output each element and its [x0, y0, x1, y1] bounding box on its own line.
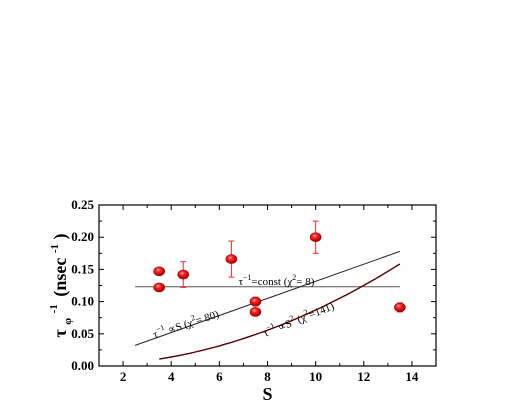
x-tick-label: 8	[264, 369, 271, 384]
annotation-const: τ−1=const (χ2= 8)	[239, 273, 315, 288]
data-point	[225, 254, 238, 264]
y-label-tau: τ	[50, 329, 70, 338]
data-point	[249, 307, 262, 317]
svg-text:τ φ -1 (nsec: τ φ -1 (nsec -1 )	[41, 233, 75, 337]
fit-line-quadratic	[159, 263, 401, 360]
x-axis-label: S	[262, 384, 272, 404]
fit-line-linear	[134, 250, 401, 346]
y-label-unit-sup: -1	[49, 244, 61, 253]
y-tick-label: 0.20	[71, 229, 94, 244]
x-tick-label: 2	[120, 369, 127, 384]
annotation-quadratic: τ−1 ∝S2 (χ2=141)	[261, 298, 337, 340]
data-point	[153, 282, 165, 293]
y-tick-label: 0.15	[71, 261, 94, 276]
y-axis: 0.00 0.05 0.10 0.15 0.20 0.25	[71, 197, 436, 373]
x-tick-label: 6	[216, 369, 223, 384]
x-tick-label: 4	[168, 369, 175, 384]
data-point	[249, 296, 262, 307]
data-point	[177, 269, 190, 280]
data-points	[153, 220, 406, 317]
y-label-sup: -1	[48, 304, 60, 313]
x-tick-label: 10	[309, 369, 322, 384]
y-tick-label: 0.00	[71, 358, 94, 373]
fit-lines	[134, 250, 401, 360]
y-label-close: )	[50, 233, 71, 239]
y-label-unit: (nsec	[50, 258, 71, 297]
y-label-sub: φ	[62, 318, 74, 325]
x-tick-label: 12	[357, 369, 370, 384]
data-point	[153, 266, 165, 277]
data-point	[394, 302, 406, 313]
data-point	[309, 232, 322, 242]
y-tick-label: 0.10	[71, 294, 94, 309]
y-tick-label: 0.25	[71, 197, 94, 212]
y-tick-label: 0.05	[71, 326, 94, 341]
x-axis: 2 4 6 8 10 12 14	[98, 205, 437, 384]
y-axis-label: τ φ -1 (nsec -1 )	[41, 233, 75, 337]
x-tick-label: 14	[405, 369, 419, 384]
